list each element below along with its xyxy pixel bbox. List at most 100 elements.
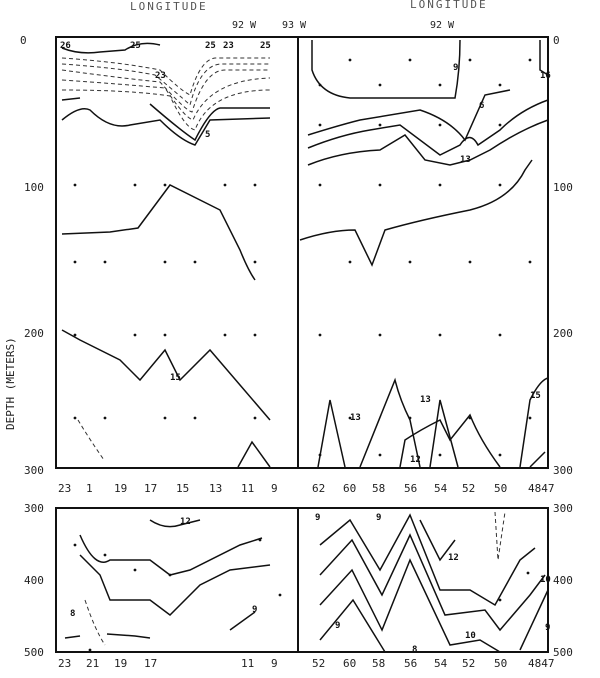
station-point <box>408 260 412 264</box>
station-point <box>498 333 502 337</box>
y-tick-label: 200 <box>553 327 573 340</box>
contour-label: 15 <box>530 391 541 401</box>
station-point <box>103 553 107 557</box>
y-tick-labels: 0 100 200 300 0 100 200 300 300 400 500 300 400 500 <box>20 34 573 659</box>
contour-label: 12 <box>410 455 421 465</box>
station-point <box>348 416 352 420</box>
station-point <box>73 543 77 547</box>
x-tick-label: 56 <box>404 657 417 670</box>
station-point <box>163 183 167 187</box>
contours-upper-left <box>61 42 271 468</box>
station-point <box>348 260 352 264</box>
contour-label: 25 <box>130 41 141 51</box>
station-point <box>168 573 172 577</box>
contour-label: 8 <box>412 645 417 655</box>
x-tick-label: 23 <box>58 482 71 495</box>
station-point <box>378 333 382 337</box>
x-tick-label: 11 <box>241 482 254 495</box>
station-point <box>468 260 472 264</box>
x-tick-label: 23 <box>58 657 71 670</box>
x-tick-label: 4847 <box>528 482 555 495</box>
x-tick-label: 9 <box>271 657 278 670</box>
contour-label: 16 <box>540 71 551 81</box>
station-point <box>133 183 137 187</box>
y-axis-label: DEPTH (METERS) <box>4 337 17 430</box>
contour-label: 8 <box>70 609 75 619</box>
station-point <box>438 183 442 187</box>
station-point <box>498 453 502 457</box>
station-point <box>88 648 92 652</box>
station-point <box>438 123 442 127</box>
station-point <box>278 593 282 597</box>
y-tick-label: 300 <box>24 502 44 515</box>
contour-label: 10 <box>465 631 476 641</box>
station-point <box>253 333 257 337</box>
station-point <box>193 416 197 420</box>
contour-label: 9 <box>315 513 320 523</box>
station-point <box>253 416 257 420</box>
station-point <box>318 333 322 337</box>
station-point <box>498 183 502 187</box>
station-point <box>223 183 227 187</box>
y-tick-label: 0 <box>553 34 560 47</box>
station-point <box>438 333 442 337</box>
station-point <box>438 453 442 457</box>
contour-label: 6 <box>479 101 484 111</box>
contour-label: 25 <box>260 41 271 51</box>
station-point <box>103 260 107 264</box>
y-tick-label: 500 <box>553 646 573 659</box>
station-points <box>73 58 532 652</box>
y-tick-label: 0 <box>20 34 27 47</box>
station-point <box>318 123 322 127</box>
header-left: LONGITUDE <box>130 0 208 13</box>
x-tick-label: 52 <box>312 657 325 670</box>
y-tick-label: 300 <box>553 464 573 477</box>
station-point <box>133 568 137 572</box>
contour-label: 9 <box>252 605 257 615</box>
station-point <box>103 416 107 420</box>
x-tick-label: 60 <box>343 657 356 670</box>
x-tick-label: 19 <box>114 657 127 670</box>
upper-frame <box>55 36 549 469</box>
contour-label: 9 <box>453 63 458 73</box>
station-point <box>468 58 472 62</box>
contour-label: 13 <box>460 155 471 165</box>
station-point <box>253 260 257 264</box>
station-point <box>193 260 197 264</box>
contour-label: 9 <box>545 623 550 633</box>
station-point <box>408 416 412 420</box>
y-tick-label: 400 <box>24 574 44 587</box>
station-point <box>498 83 502 87</box>
station-point <box>498 123 502 127</box>
y-tick-label: 300 <box>24 464 44 477</box>
station-point <box>528 260 532 264</box>
x-tick-label: 19 <box>114 482 127 495</box>
x-tick-label: 62 <box>312 482 325 495</box>
station-point <box>318 83 322 87</box>
station-point <box>438 83 442 87</box>
station-point <box>498 598 502 602</box>
station-point <box>133 333 137 337</box>
contours-lower-right <box>319 511 549 653</box>
y-tick-label: 400 <box>553 574 573 587</box>
contour-label: 15 <box>170 373 181 383</box>
contour-label: 9 <box>376 513 381 523</box>
top-label-right-1: 93 W <box>282 20 307 31</box>
contour-label: 13 <box>350 413 361 423</box>
contour-label: 23 <box>223 41 234 51</box>
station-point <box>526 571 530 575</box>
contour-label: 5 <box>205 130 210 140</box>
x-tick-label: 17 <box>144 657 157 670</box>
x-tick-label: 9 <box>271 482 278 495</box>
y-tick-label: 500 <box>24 646 44 659</box>
station-point <box>528 416 532 420</box>
x-tick-label: 17 <box>144 482 157 495</box>
station-point <box>73 416 77 420</box>
x-tick-label: 54 <box>434 482 448 495</box>
contour-label: 12 <box>448 553 459 563</box>
x-tick-label: 21 <box>86 657 99 670</box>
contour-label: 23 <box>155 71 166 81</box>
station-point <box>378 83 382 87</box>
